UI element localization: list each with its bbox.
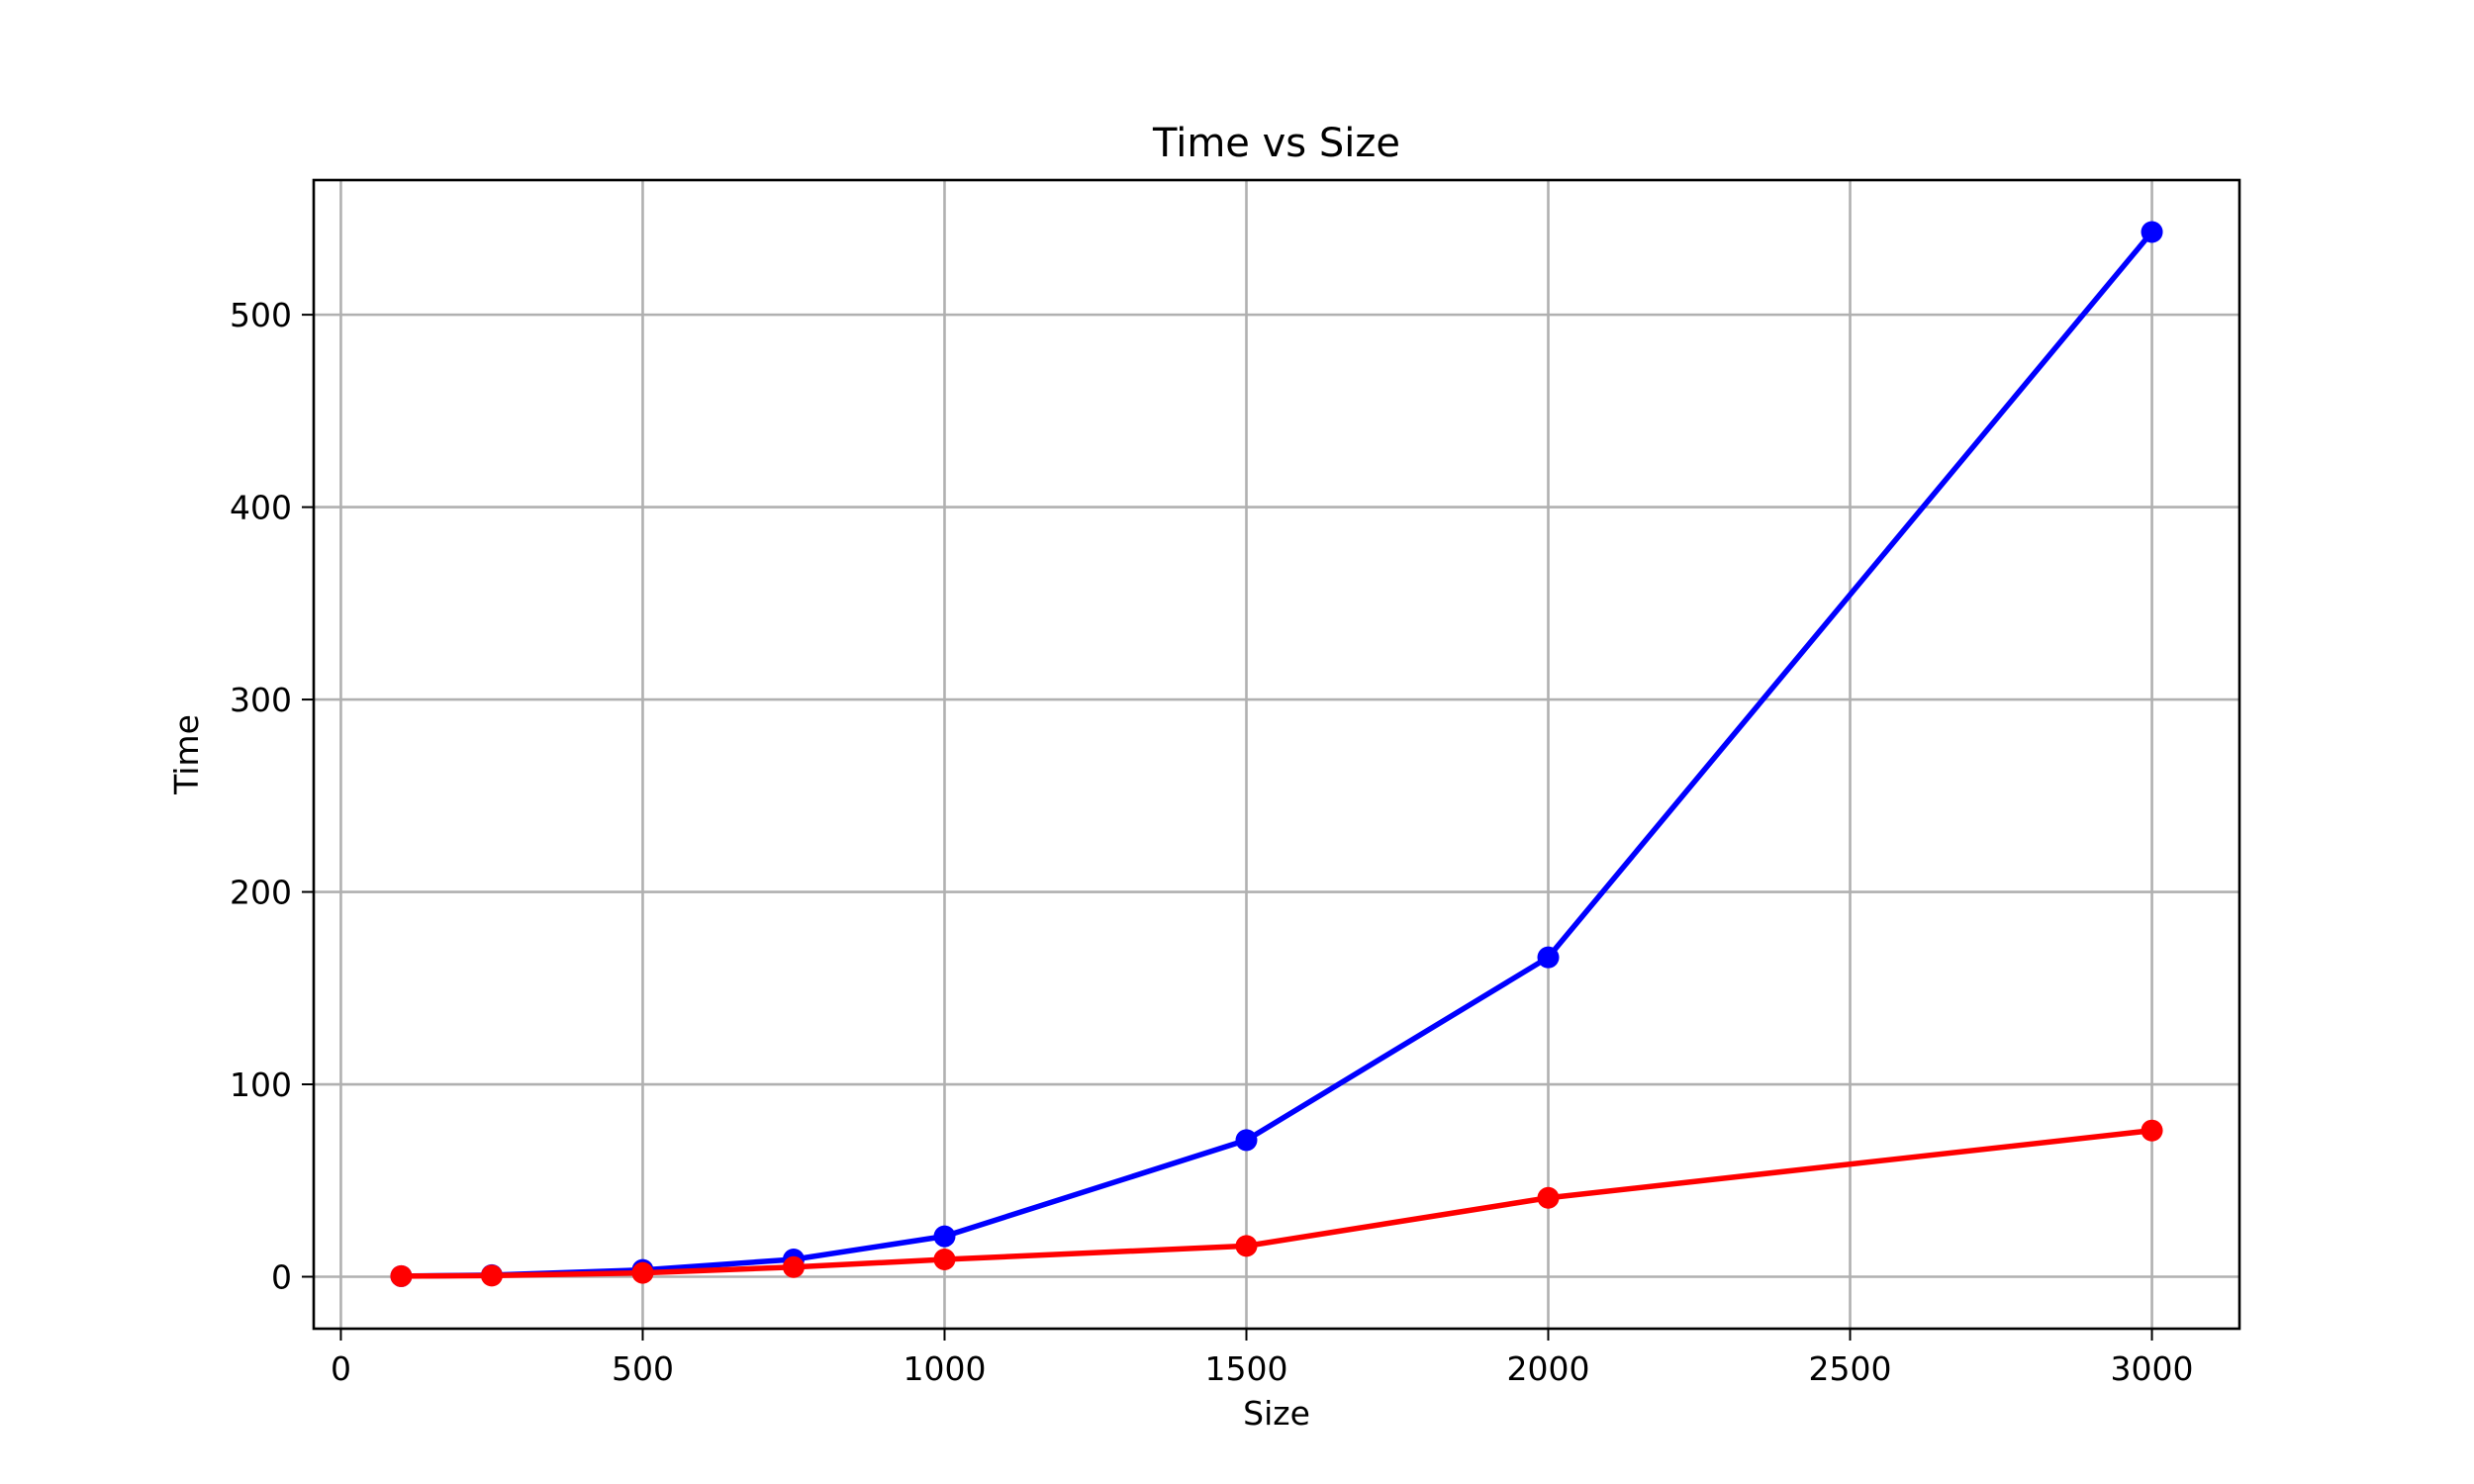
plot-frame [312,178,2241,1331]
x-axis-label: Size [1243,1394,1310,1433]
y-tick-label: 500 [230,296,292,334]
x-tick-label: 2500 [1809,1349,1892,1388]
ticks: 0 500 1000 1500 2000 2500 3000 0 100 200 300 400 500 [230,296,2194,1388]
y-tick-label: 200 [230,874,292,912]
series-layer [390,221,2163,1287]
x-tick-label: 3000 [2111,1349,2194,1388]
x-tick-label: 2000 [1507,1349,1590,1388]
series-2 [390,1119,2163,1287]
series-1-point [1235,1129,1258,1152]
chart-title: Time vs Size [1152,121,1400,166]
series-2-point [933,1248,956,1270]
series-1-point [2141,221,2163,243]
series-1-point [1537,946,1560,969]
x-tick-label: 1000 [903,1349,986,1388]
series-2-point [1235,1235,1258,1257]
series-2-point [631,1261,654,1284]
x-tick-label: 0 [331,1349,351,1388]
y-axis-label: Time [167,714,206,795]
series-2-line [398,1127,2155,1279]
y-tick-label: 400 [230,489,292,527]
series-2-point [480,1264,503,1287]
x-tick-label: 500 [612,1349,674,1388]
series-2-point [782,1255,805,1278]
series-1-point [933,1225,956,1248]
y-tick-label: 100 [230,1066,292,1104]
grid [314,180,2239,1329]
y-tick-label: 300 [230,681,292,719]
y-tick-label: 0 [271,1257,292,1296]
x-tick-label: 1500 [1205,1349,1288,1388]
series-2-point [1537,1186,1560,1209]
series-2-point [390,1264,413,1287]
series-2-point [2141,1119,2163,1142]
